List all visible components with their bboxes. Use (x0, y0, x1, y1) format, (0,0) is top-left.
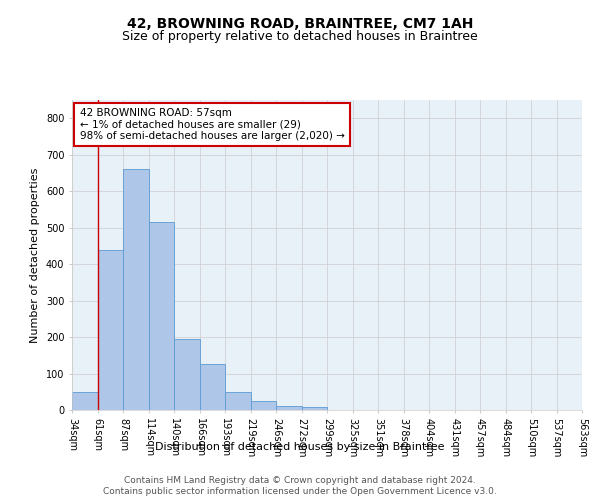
Bar (72, 392, 97, 410)
Y-axis label: Number of detached properties: Number of detached properties (31, 168, 40, 342)
Bar (251, 401, 276, 410)
Text: 42, BROWNING ROAD, BRAINTREE, CM7 1AH: 42, BROWNING ROAD, BRAINTREE, CM7 1AH (127, 18, 473, 32)
Bar (97, 250, 123, 410)
Bar (225, 392, 251, 410)
Bar (199, 364, 225, 410)
Text: Contains public sector information licensed under the Open Government Licence v3: Contains public sector information licen… (103, 488, 497, 496)
Text: Contains HM Land Registry data © Crown copyright and database right 2024.: Contains HM Land Registry data © Crown c… (124, 476, 476, 485)
Text: Distribution of detached houses by size in Braintree: Distribution of detached houses by size … (155, 442, 445, 452)
Bar (123, 170, 149, 410)
Text: 42 BROWNING ROAD: 57sqm
← 1% of detached houses are smaller (29)
98% of semi-det: 42 BROWNING ROAD: 57sqm ← 1% of detached… (80, 108, 344, 141)
Bar (302, 407, 327, 410)
Bar (149, 222, 174, 410)
Bar (174, 339, 199, 410)
Bar (276, 406, 302, 410)
Text: Size of property relative to detached houses in Braintree: Size of property relative to detached ho… (122, 30, 478, 43)
